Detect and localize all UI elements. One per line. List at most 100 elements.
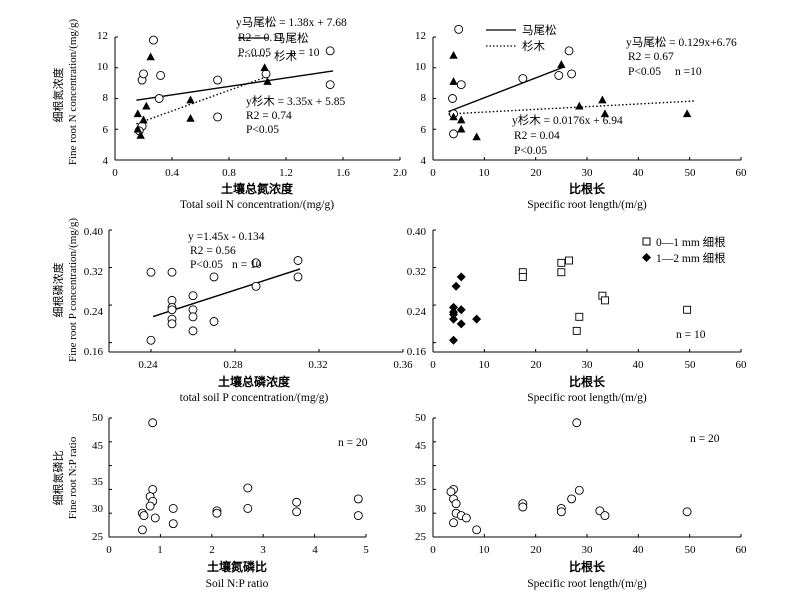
data-point-square [683,305,692,314]
fit-line [152,268,301,318]
data-point-circle [451,499,461,509]
data-point-circle [146,267,156,277]
data-point-circle [325,80,335,90]
p-value: P<0.05 [238,47,271,59]
data-point-circle [293,256,303,265]
data-point-circle [600,511,610,521]
y-tick-label: 45 [92,440,104,452]
data-point-circle [472,525,482,535]
data-point-triangle [557,60,566,68]
data-point-diamond [449,314,459,324]
data-point-triangle [682,109,692,118]
data-point-circle [448,94,457,103]
x-tick-label: 40 [633,167,645,179]
legend: 马尾松 杉木 [238,31,309,63]
annotations: y马尾松 = 1.38x + 7.68 R2 = 0.11 P<0.05 n =… [236,15,347,136]
y-axis-title-en: Fine root N:P ratio [67,436,79,519]
data-point-circle [243,503,253,513]
r-squared: R2 = 0.04 [514,130,560,142]
data-point-circle [137,525,147,535]
plot-area [432,417,742,538]
n-count: n = 20 [690,433,720,445]
r-squared: R2 = 0.74 [246,110,292,122]
x-tick-label: 30 [582,359,594,371]
data-point-circle [456,80,466,90]
y-tick-label: 6 [421,124,427,136]
p-value: P<0.05 [190,259,223,271]
data-point-diamond [472,314,482,324]
r-squared: R2 = 0.11 [238,32,284,44]
equation: y马尾松 = 0.129x+6.76 [626,35,737,49]
data-point-triangle [260,63,269,72]
y-tick-label: 50 [92,412,104,424]
legend: 0—1 mm 细根 1—2 mm 细根 [642,235,726,265]
data-point-triangle [449,112,458,121]
y-tick-label: 4 [103,155,109,167]
y-tick-label: 0.16 [84,346,104,358]
data-point-triangle [457,124,466,133]
x-tick-label: 0.28 [223,359,243,371]
data-point-circle [682,507,692,517]
x-axis-title-cn: 比根长 [569,181,606,196]
x-tick-labels: 0 0.4 0.8 1.2 1.6 2.0 [112,167,407,179]
data-point-diamond [451,281,461,291]
x-axis-title-cn: 比根长 [569,559,606,574]
x-tick-label: 20 [531,359,543,371]
plot-area [108,229,404,353]
equation: y杉木 = 3.35x + 5.85 [246,94,345,108]
data-point-triangle [457,115,466,124]
data-point-triangle [136,130,145,139]
data-point-circle [139,511,149,521]
x-axis-title-en: Soil N:P ratio [206,578,269,590]
y-tick-label: 0.32 [407,266,426,278]
y-tick-labels: 25 30 35 40 45 50 [92,412,104,543]
legend: 马尾松 杉木 [486,23,557,53]
x-axis-title-cn: 土壤总氮浓度 [221,181,294,196]
equation: y杉木 = 0.0176x + 6.94 [512,113,623,127]
x-tick-label: 0.24 [138,359,158,371]
x-axis-title-en: Specific root length/(m/g) [527,578,647,590]
x-tick-label: 10 [479,544,491,556]
x-tick-label: 60 [736,544,748,556]
data-point-triangle [575,101,584,110]
data-point-circle [168,503,178,513]
x-tick-labels: 0 10 20 30 40 50 60 [430,544,747,556]
data-point-diamond [456,272,466,282]
x-axis-title-en: Specific root length/(m/g) [527,392,647,404]
x-tick-label: 1.2 [279,167,293,179]
data-point-circle [556,507,566,517]
y-tick-label: 8 [103,92,109,104]
y-tick-label: 0.32 [84,266,103,278]
x-tick-label: 4 [312,544,318,556]
data-point-diamond [449,307,459,317]
data-point-circle [292,507,302,517]
data-point-circle [188,291,198,301]
data-point-triangle [146,52,155,61]
data-point-circle [148,418,158,428]
y-tick-label: 10 [97,61,109,73]
y-tick-label: 4 [421,155,427,167]
data-point-diamond [449,302,459,312]
x-tick-label: 0.4 [165,167,179,179]
data-point-circle [572,418,582,428]
y-tick-label: 45 [415,440,427,452]
data-point-circle [251,281,261,291]
data-point-square [575,312,584,321]
x-tick-label: 0 [112,167,118,179]
x-tick-label: 50 [685,167,697,179]
p-value: P<0.05 [246,124,279,136]
x-tick-label: 0 [430,167,436,179]
y-axis-title-en: Fine root N concentration/(mg/g) [67,19,79,166]
data-point-circle [149,35,158,45]
y-tick-label: 30 [92,503,104,515]
data-point-triangle [186,95,195,104]
y-tick-labels: 4 6 8 10 12 [415,30,427,167]
annotations: y =1.45x - 0.134 R2 = 0.56 P<0.05 n = 10 [188,231,265,271]
x-tick-label: 30 [582,544,594,556]
y-tick-labels: 25 30 35 40 45 50 [415,412,427,543]
data-point-triangle [263,77,272,85]
data-point-circle [167,267,177,277]
x-tick-labels: 0 10 20 30 40 50 60 [430,359,747,371]
y-tick-labels: 0.16 0.24 0.32 0.40 [84,226,104,358]
x-tick-label: 20 [531,167,543,179]
